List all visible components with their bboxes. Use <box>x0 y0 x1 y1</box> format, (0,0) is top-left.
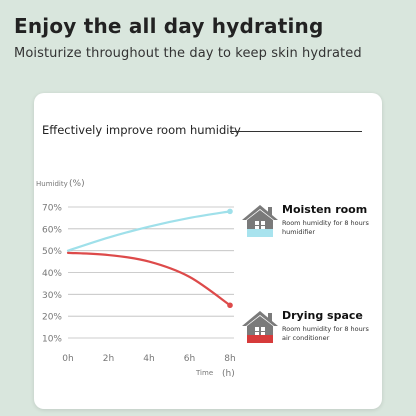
x-tick-label: 6h <box>184 354 195 364</box>
x-tick-label: 8h <box>224 354 235 364</box>
house-air-conditioner-icon <box>242 311 278 343</box>
y-tick-label: 60% <box>42 225 62 235</box>
y-tick-labels: 10% 20% 30% 40% 50% 60% 70% <box>42 204 62 345</box>
page-subheadline: Moisturize throughout the day to keep sk… <box>14 46 362 61</box>
y-tick-label: 10% <box>42 335 62 345</box>
x-axis-label: Time <box>195 369 213 377</box>
humidity-chart-card: Effectively improve room humidity 10% 20%… <box>34 93 382 409</box>
x-axis-unit: (h) <box>222 369 235 379</box>
legend-moisten-title: Moisten room <box>282 203 368 216</box>
series-end-point-moisten-room <box>227 208 233 215</box>
x-tick-label: 0h <box>62 354 73 364</box>
y-axis-unit: (%) <box>69 179 85 189</box>
y-tick-label: 30% <box>42 291 62 301</box>
series-line-moisten-room <box>66 210 232 252</box>
humidity-line-chart: 10% 20% 30% 40% 50% 60% 70% 0h 2h 4h 6h 8h Humidit… <box>36 179 236 379</box>
legend-drying-title: Drying space <box>282 309 363 322</box>
chart-title: Effectively improve room humidity <box>42 123 241 137</box>
series-line-drying-space <box>66 251 232 307</box>
legend-moisten-desc: Room humidity for 8 hours humidifier <box>282 219 369 236</box>
y-axis-label: Humidity <box>36 180 68 188</box>
data-series <box>66 208 233 309</box>
house-humidifier-icon <box>242 205 278 237</box>
y-tick-label: 20% <box>42 313 62 323</box>
legend-drying-desc: Room humidity for 8 hours air conditione… <box>282 325 369 342</box>
y-tick-label: 50% <box>42 247 62 257</box>
series-end-point-drying-space <box>227 302 233 309</box>
x-tick-label: 2h <box>103 354 114 364</box>
y-tick-label: 70% <box>42 204 62 214</box>
page-headline: Enjoy the all day hydrating <box>14 14 324 38</box>
grid-lines <box>68 206 234 339</box>
x-tick-label: 4h <box>143 354 154 364</box>
x-tick-labels: 0h 2h 4h 6h 8h <box>62 354 235 364</box>
title-divider <box>230 131 362 132</box>
y-tick-label: 40% <box>42 269 62 279</box>
